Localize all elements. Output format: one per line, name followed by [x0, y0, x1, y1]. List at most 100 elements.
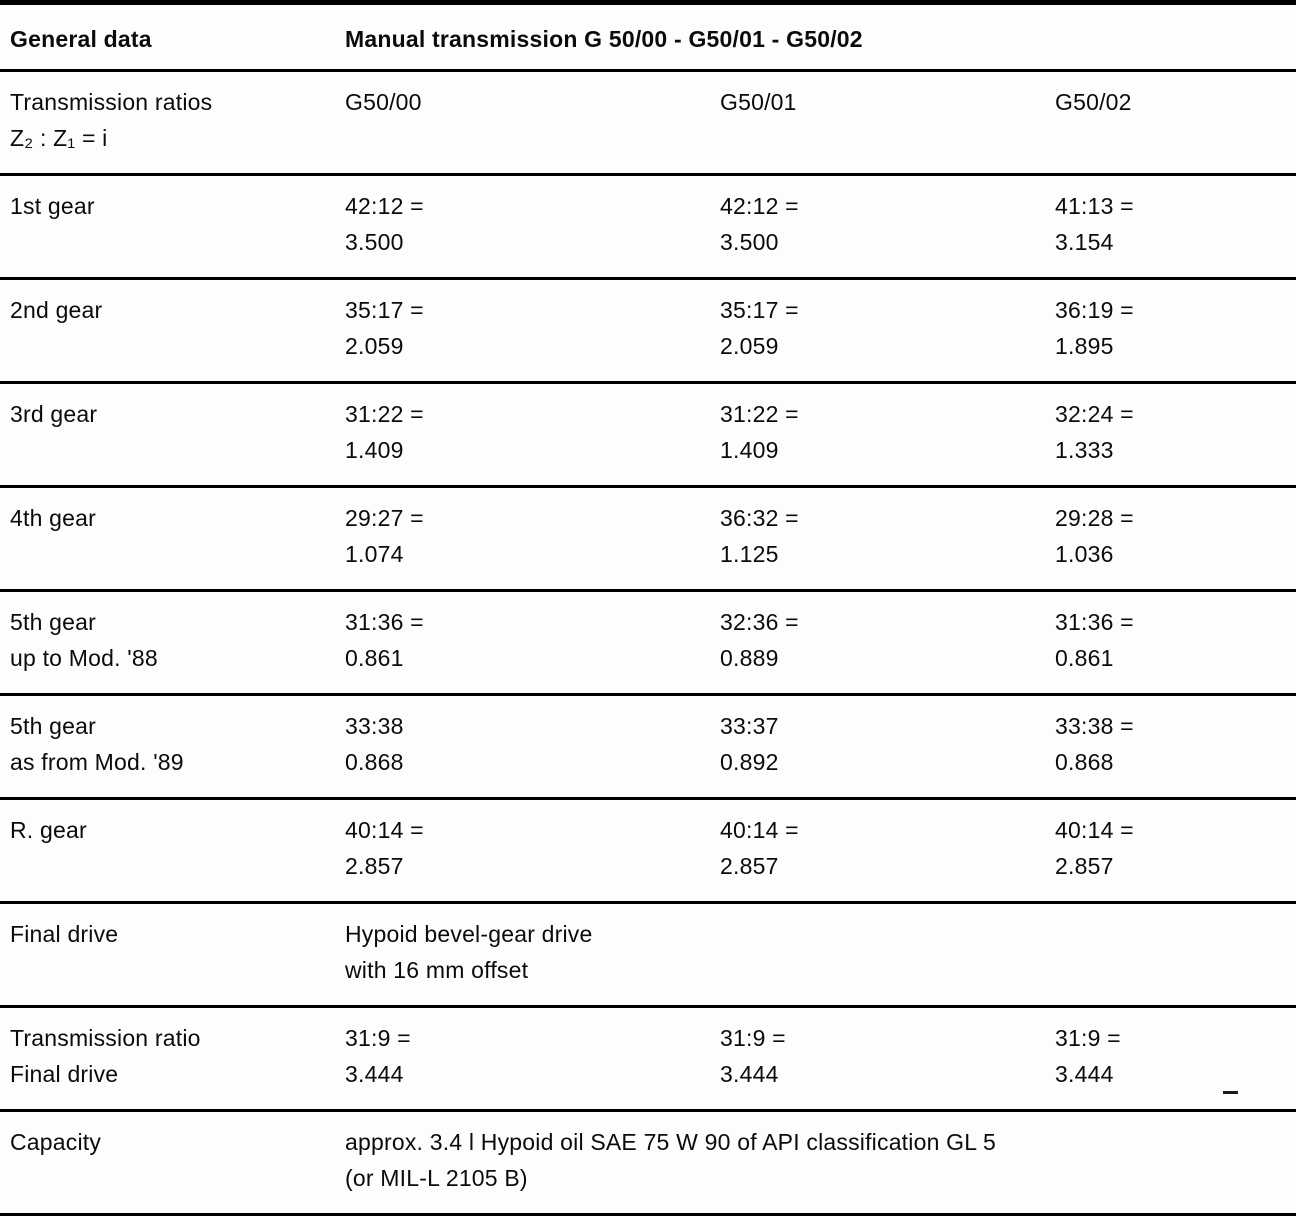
ratio-cell-g5001: 36:32 = 1.125 [720, 500, 1055, 572]
final-drive-line1: Hypoid bevel-gear drive [345, 921, 593, 947]
value-line: 0.868 [345, 749, 404, 775]
ratio-line: 35:17 = [720, 297, 799, 323]
ratio-line: 29:27 = [345, 505, 424, 531]
value-line: 1.895 [1055, 333, 1114, 359]
row-label: 5th gear [10, 609, 96, 635]
table-row-reverse-gear: R. gear 40:14 = 2.857 40:14 = 2.857 40:1… [0, 797, 1296, 901]
column-header-label-cell: Transmission ratios Z₂ : Z₁ = i [0, 84, 345, 156]
ratio-line: 33:38 = [1055, 713, 1134, 739]
column-header-g5002: G50/02 [1055, 84, 1296, 156]
ratio-line: 42:12 = [720, 193, 799, 219]
ratio-cell-g5002: 40:14 = 2.857 [1055, 812, 1296, 884]
table-row-4th-gear: 4th gear 29:27 = 1.074 36:32 = 1.125 29:… [0, 485, 1296, 589]
capacity-line1: approx. 3.4 l Hypoid oil SAE 75 W 90 of … [345, 1129, 996, 1155]
ratio-cell-g5000: 35:17 = 2.059 [345, 292, 720, 364]
ratio-cell-g5000: 42:12 = 3.500 [345, 188, 720, 260]
final-drive-line2: with 16 mm offset [345, 957, 529, 983]
value-line: 3.500 [345, 229, 404, 255]
column-header-label-line1: Transmission ratios [10, 89, 213, 115]
value-line: 3.444 [720, 1061, 779, 1087]
ratio-line: 40:14 = [1055, 817, 1134, 843]
value-line: 1.125 [720, 541, 779, 567]
ratio-line: 31:36 = [345, 609, 424, 635]
value-line: 1.409 [345, 437, 404, 463]
row-label: Final drive [10, 921, 119, 947]
value-line: 2.857 [345, 853, 404, 879]
scan-artifact-dash [1223, 1091, 1238, 1094]
ratio-cell-g5001: 42:12 = 3.500 [720, 188, 1055, 260]
ratio-line: 40:14 = [720, 817, 799, 843]
ratio-line: 33:37 [720, 713, 779, 739]
ratio-cell-g5000: 29:27 = 1.074 [345, 500, 720, 572]
ratio-cell-g5001: 40:14 = 2.857 [720, 812, 1055, 884]
ratio-line: 42:12 = [345, 193, 424, 219]
table-title-left: General data [10, 26, 152, 52]
ratio-cell-g5002: 32:24 = 1.333 [1055, 396, 1296, 468]
table-row-final-drive: Final drive Hypoid bevel-gear drive with… [0, 901, 1296, 1005]
column-header-row: Transmission ratios Z₂ : Z₁ = i G50/00 G… [0, 69, 1296, 173]
row-label: 5th gear [10, 713, 96, 739]
ratio-cell-g5002: 33:38 = 0.868 [1055, 708, 1296, 780]
ratio-cell-g5002: 41:13 = 3.154 [1055, 188, 1296, 260]
ratio-cell-g5001: 31:22 = 1.409 [720, 396, 1055, 468]
value-line: 1.409 [720, 437, 779, 463]
value-line: 0.861 [1055, 645, 1114, 671]
value-line: 3.500 [720, 229, 779, 255]
value-line: 3.444 [1055, 1061, 1114, 1087]
column-label: G50/00 [345, 89, 422, 115]
row-label: R. gear [10, 817, 87, 843]
row-label-cell: 2nd gear [0, 292, 345, 364]
ratio-line: 36:19 = [1055, 297, 1134, 323]
row-label: 3rd gear [10, 401, 98, 427]
ratio-cell-g5000: 33:38 0.868 [345, 708, 720, 780]
ratio-line: 31:9 = [720, 1025, 786, 1051]
ratio-cell-g5001: 35:17 = 2.059 [720, 292, 1055, 364]
table-row-final-drive-ratio: Transmission ratio Final drive 31:9 = 3.… [0, 1005, 1296, 1109]
value-line: 3.154 [1055, 229, 1114, 255]
row-label-cell: R. gear [0, 812, 345, 884]
value-line: 0.861 [345, 645, 404, 671]
ratio-cell-g5000: 31:36 = 0.861 [345, 604, 720, 676]
ratio-cell-g5000: 31:9 = 3.444 [345, 1020, 720, 1092]
row-label-line2: up to Mod. '88 [10, 645, 158, 671]
row-label-cell: 3rd gear [0, 396, 345, 468]
value-line: 2.857 [720, 853, 779, 879]
value-line: 2.059 [720, 333, 779, 359]
column-header-label-line2: Z₂ : Z₁ = i [10, 125, 108, 151]
value-line: 3.444 [345, 1061, 404, 1087]
table-row-3rd-gear: 3rd gear 31:22 = 1.409 31:22 = 1.409 32:… [0, 381, 1296, 485]
row-label-cell: 1st gear [0, 188, 345, 260]
column-header-g5000: G50/00 [345, 84, 720, 156]
value-line: 0.892 [720, 749, 779, 775]
table-row-capacity: Capacity approx. 3.4 l Hypoid oil SAE 75… [0, 1109, 1296, 1213]
row-label: 1st gear [10, 193, 95, 219]
row-label: Transmission ratio [10, 1025, 201, 1051]
row-label: 2nd gear [10, 297, 103, 323]
row-label-cell: 5th gear up to Mod. '88 [0, 604, 345, 676]
ratio-cell-g5001: 32:36 = 0.889 [720, 604, 1055, 676]
ratio-cell-g5002: 29:28 = 1.036 [1055, 500, 1296, 572]
capacity-description-cell: approx. 3.4 l Hypoid oil SAE 75 W 90 of … [345, 1124, 1296, 1196]
row-label-cell: 4th gear [0, 500, 345, 572]
row-label: 4th gear [10, 505, 96, 531]
row-label-cell: Transmission ratio Final drive [0, 1020, 345, 1092]
ratio-line: 32:24 = [1055, 401, 1134, 427]
row-label: Capacity [10, 1129, 102, 1155]
ratio-line: 32:36 = [720, 609, 799, 635]
ratio-cell-g5002: 31:9 = 3.444 [1055, 1020, 1296, 1092]
ratio-line: 29:28 = [1055, 505, 1134, 531]
value-line: 1.074 [345, 541, 404, 567]
header-right-cell: Manual transmission G 50/00 - G50/01 - G… [345, 21, 1296, 57]
ratio-line: 31:9 = [1055, 1025, 1121, 1051]
row-label-cell: Final drive [0, 916, 345, 988]
table-title-right: Manual transmission G 50/00 - G50/01 - G… [345, 26, 863, 52]
value-line: 1.036 [1055, 541, 1114, 567]
ratio-line: 31:9 = [345, 1025, 411, 1051]
capacity-line2: (or MIL-L 2105 B) [345, 1165, 528, 1191]
value-line: 0.889 [720, 645, 779, 671]
ratio-cell-g5001: 31:9 = 3.444 [720, 1020, 1055, 1092]
ratio-line: 35:17 = [345, 297, 424, 323]
table-row-5th-gear-late: 5th gear as from Mod. '89 33:38 0.868 33… [0, 693, 1296, 797]
row-label-cell: Capacity [0, 1124, 345, 1196]
